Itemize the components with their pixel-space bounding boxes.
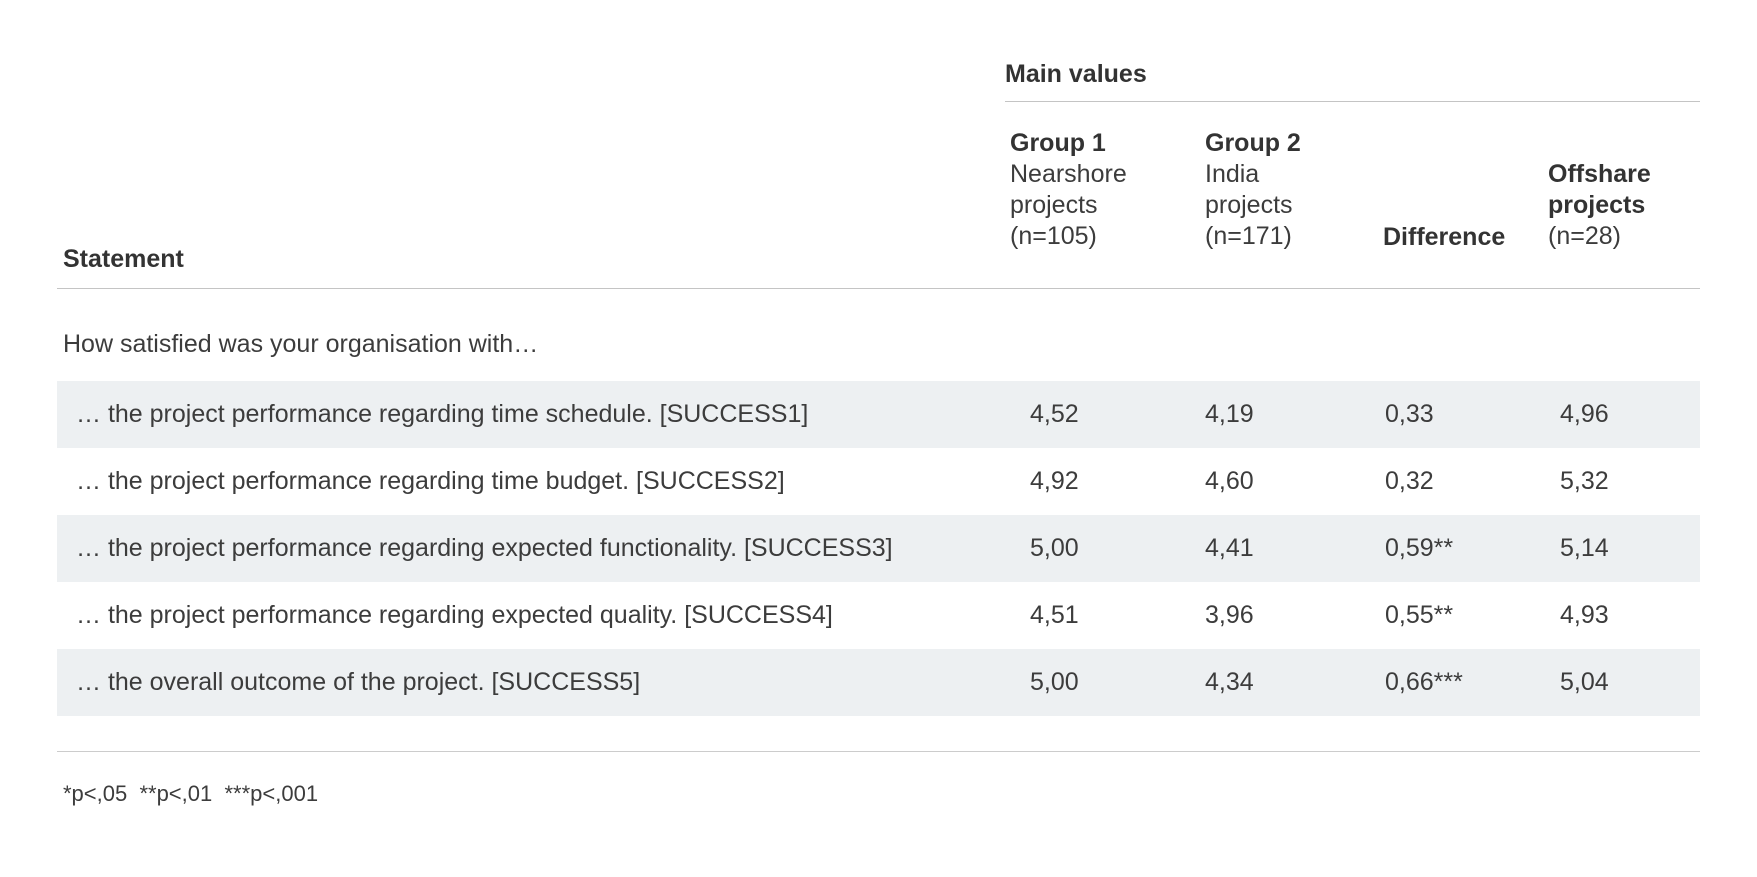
- offshare-title-line2: projects: [1548, 191, 1646, 219]
- value-cell: 5,32: [1560, 467, 1609, 495]
- value-cell: 0,55**: [1385, 601, 1454, 629]
- value-cell: 0,32: [1385, 467, 1434, 495]
- column-header-group2: Group 2 India projects (n=171): [1200, 101, 1380, 289]
- main-values-label: Main values: [1005, 60, 1701, 102]
- value-cell: 0,66***: [1385, 668, 1463, 696]
- value-cell: 4,93: [1560, 601, 1609, 629]
- value-cell: 0,59**: [1385, 534, 1454, 562]
- statement-cell: … the project performance regarding expe…: [76, 601, 833, 629]
- value-cell: 0,33: [1385, 400, 1434, 428]
- group2-sample-size: (n=171): [1205, 222, 1292, 250]
- column-header-statement: Statement: [57, 101, 1005, 289]
- column-header-group1: Group 1 Nearshore projects (n=105): [1005, 101, 1200, 289]
- results-table: Main values Statement Group 1 Nearshore …: [57, 60, 1701, 716]
- group1-subtitle-line1: Nearshore: [1010, 160, 1127, 188]
- value-cell: 4,60: [1205, 467, 1254, 495]
- table-bottom-rule: [57, 751, 1700, 752]
- group2-subtitle-line1: India: [1205, 160, 1260, 188]
- group2-title: Group 2: [1205, 129, 1301, 157]
- group1-title: Group 1: [1010, 129, 1106, 157]
- value-cell: 4,52: [1030, 400, 1079, 428]
- value-cell: 4,92: [1030, 467, 1079, 495]
- table-row: … the project performance regarding expe…: [57, 582, 1700, 649]
- table-row: … the project performance regarding time…: [57, 381, 1701, 448]
- section-header-label: How satisfied was your organisation with…: [63, 330, 539, 358]
- value-cell: 5,00: [1030, 668, 1079, 696]
- table-row: … the project performance regarding time…: [57, 448, 1700, 515]
- column-header-row: Statement Group 1 Nearshore projects (n=…: [57, 101, 1701, 289]
- group-header-row: Main values: [57, 60, 1701, 102]
- value-cell: 4,51: [1030, 601, 1079, 629]
- group2-subtitle-line2: projects: [1205, 191, 1293, 219]
- offshare-title-line1: Offshare: [1548, 160, 1651, 188]
- table-row: … the project performance regarding expe…: [57, 515, 1701, 582]
- value-cell: 5,00: [1030, 534, 1079, 562]
- statement-cell: … the project performance regarding expe…: [76, 534, 893, 562]
- section-header-row: How satisfied was your organisation with…: [57, 289, 1700, 382]
- value-cell: 4,19: [1205, 400, 1254, 428]
- value-cell: 4,34: [1205, 668, 1254, 696]
- statement-cell: … the project performance regarding time…: [76, 400, 809, 428]
- offshare-sample-size: (n=28): [1548, 222, 1621, 250]
- table-row: … the overall outcome of the project. [S…: [57, 649, 1701, 716]
- value-cell: 5,04: [1560, 668, 1609, 696]
- value-cell: 5,14: [1560, 534, 1609, 562]
- statement-cell: … the overall outcome of the project. [S…: [76, 668, 641, 696]
- group-header-spacer: [57, 60, 1005, 102]
- value-cell: 3,96: [1205, 601, 1254, 629]
- significance-footnote: *p<,05 **p<,01 ***p<,001: [63, 781, 319, 806]
- column-header-difference: Difference: [1380, 101, 1545, 289]
- group1-sample-size: (n=105): [1010, 222, 1097, 250]
- column-header-offshare: Offshare projects (n=28): [1545, 101, 1701, 289]
- table-body: How satisfied was your organisation with…: [57, 289, 1701, 716]
- value-cell: 4,96: [1560, 400, 1609, 428]
- results-table-container: Main values Statement Group 1 Nearshore …: [57, 60, 1701, 806]
- group1-subtitle-line2: projects: [1010, 191, 1098, 219]
- statement-cell: … the project performance regarding time…: [76, 467, 785, 495]
- value-cell: 4,41: [1205, 534, 1254, 562]
